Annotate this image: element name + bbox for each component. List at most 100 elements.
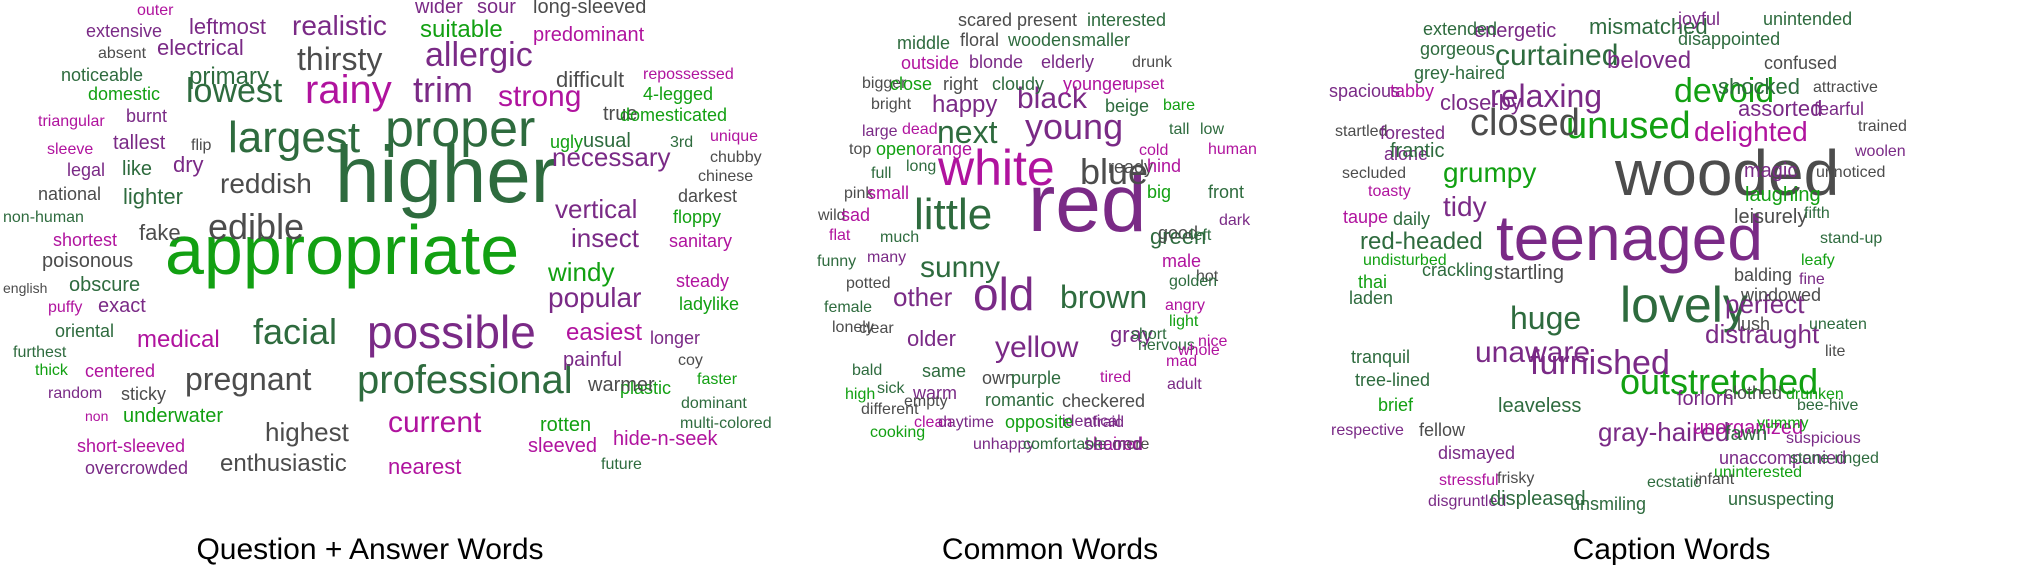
cloud-word: frantic <box>1390 140 1445 162</box>
cloud-word: tranquil <box>1351 347 1411 367</box>
cloud-word: sticky <box>121 384 166 404</box>
cloud-word: coy <box>678 352 703 369</box>
cloud-word: longer <box>650 328 701 348</box>
cloud-word: outstretched <box>1620 361 1819 402</box>
cloud-word: unused <box>1566 105 1691 147</box>
cloud-word: potted <box>846 275 891 292</box>
cloud-word: popular <box>548 282 642 313</box>
cloud-word: centered <box>85 361 156 381</box>
cloud-word: nice <box>1198 333 1228 350</box>
cloud-word: sunny <box>920 251 1001 284</box>
cloud-word: funny <box>817 253 857 270</box>
cloud-word: beloved <box>1607 47 1692 74</box>
cloud-word: darkest <box>678 186 738 206</box>
cloud-word: nearest <box>388 454 462 479</box>
cloud-word: magic <box>1744 160 1798 182</box>
cloud-word: short-sleeved <box>77 436 186 456</box>
cloud-word: mad <box>1166 353 1198 370</box>
cloud-word: sick <box>877 380 905 397</box>
cloud-word: legal <box>67 160 106 180</box>
cloud-word: taupe <box>1343 207 1389 227</box>
cloud-word: extended <box>1423 19 1498 39</box>
cloud-word: allergic <box>425 36 533 74</box>
cloud-word: different <box>861 401 919 418</box>
cloud-word: fearful <box>1814 99 1865 119</box>
cloud-word: domesticated <box>620 105 728 125</box>
cloud-word: unorganized <box>1693 417 1804 439</box>
cloud-word: national <box>38 184 102 204</box>
cloud-word: low <box>1200 121 1225 138</box>
cloud-word: secluded <box>1342 165 1407 182</box>
cloud-word: young <box>1025 106 1124 147</box>
cloud-word: predominant <box>533 24 645 46</box>
cloud-word: upset <box>1125 76 1165 93</box>
cloud-word: future <box>601 456 642 473</box>
cloud-word: clean <box>914 414 953 431</box>
cloud-word: present <box>1017 10 1078 30</box>
cloud-word: chinese <box>698 168 754 185</box>
cloud-word: like <box>122 158 153 180</box>
cloud-word: laughing <box>1745 184 1821 206</box>
cloud-word: overcrowded <box>85 458 189 478</box>
cloud-word: same <box>922 361 967 381</box>
cloud-word: respective <box>1331 422 1404 439</box>
cloud-word: thai <box>1358 272 1388 292</box>
cloud-word: reddish <box>220 168 312 199</box>
caption-word-cloud: wooded teenaged lovely unused closed devoid ou… <box>1320 0 2023 513</box>
cloud-word: suspicious <box>1786 430 1861 447</box>
cloud-word: female <box>824 299 873 316</box>
cloud-word: smaller <box>1072 30 1131 50</box>
cloud-word: laden <box>1349 288 1394 308</box>
cloud-word: trained <box>1858 118 1907 135</box>
cloud-word: enthusiastic <box>220 450 347 477</box>
cloud-word: full <box>871 165 892 182</box>
cloud-word: lonely <box>832 319 874 336</box>
cloud-word: repossessed <box>643 66 734 83</box>
cloud-word: daytime <box>938 414 995 431</box>
cloud-word: sanitary <box>669 231 733 251</box>
cloud-word: clear <box>859 320 894 337</box>
cloud-word: wooden <box>1008 30 1072 50</box>
cloud-word: fine <box>1799 271 1825 288</box>
cloud-word: opposite <box>1005 412 1074 432</box>
cloud-word: blonde <box>969 52 1024 72</box>
cloud-word: tidy <box>1443 191 1487 222</box>
cloud-word: warmer <box>588 374 655 396</box>
cloud-word: rainy <box>305 68 392 112</box>
cloud-word: red <box>1028 158 1147 249</box>
cloud-word: identical <box>1062 413 1121 430</box>
cloud-word: old <box>973 268 1035 320</box>
cloud-word: big <box>1147 182 1172 202</box>
panel-caption: Caption Words <box>1572 533 1771 566</box>
cloud-word: domestic <box>88 84 161 104</box>
cloud-word: stressful <box>1439 472 1499 489</box>
cloud-word: medical <box>137 326 220 353</box>
cloud-word: empty <box>904 393 948 410</box>
cloud-word: haired <box>1093 434 1144 454</box>
cloud-word: own <box>982 368 1016 388</box>
cloud-word: facial <box>253 311 338 352</box>
cloud-word: grey-haired <box>1414 63 1506 83</box>
cloud-word: thick <box>35 362 68 379</box>
cloud-word: close-by <box>1440 90 1522 115</box>
cloud-word: right <box>943 74 979 94</box>
cloud-word: balding <box>1734 265 1793 285</box>
cloud-word: adult <box>1167 376 1202 393</box>
cloud-word: furthest <box>13 344 67 361</box>
cloud-word: interested <box>1087 10 1167 30</box>
cloud-word: furnished <box>1530 344 1670 382</box>
cloud-word: pregnant <box>185 361 312 397</box>
cloud-word: human <box>1208 141 1257 158</box>
cloud-word: good <box>1158 223 1199 243</box>
cloud-word: unique <box>710 128 759 145</box>
cloud-word: wider <box>415 0 463 18</box>
cloud-word: plastic <box>620 378 672 398</box>
cloud-word: assorted <box>1738 96 1823 121</box>
cloud-word: noticeable <box>61 65 144 85</box>
cloud-word: tallest <box>113 132 166 154</box>
cloud-word: warm <box>913 383 957 403</box>
cloud-word: dead <box>902 121 938 138</box>
cloud-word: close <box>890 74 933 94</box>
cloud-word: distraught <box>1705 319 1820 349</box>
cloud-word: unaccompanied <box>1719 448 1847 468</box>
